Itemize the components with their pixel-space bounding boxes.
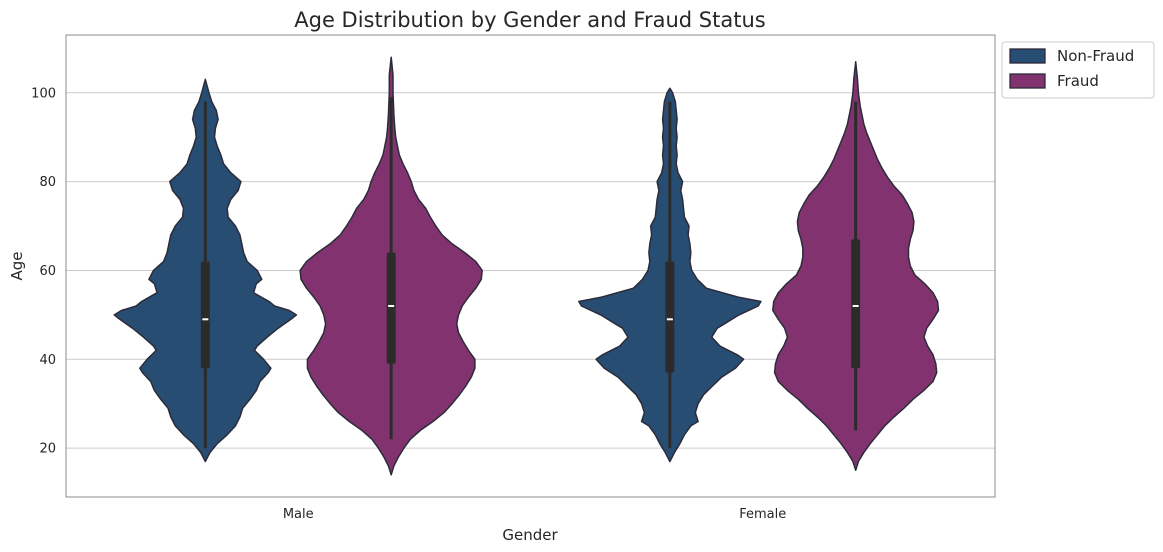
violin-iqr-box (200, 261, 210, 369)
violins (113, 56, 940, 476)
y-axis-label: Age (8, 251, 26, 280)
legend-swatch (1009, 73, 1046, 89)
violin-fraud-female (772, 60, 940, 472)
chart-title: Age Distribution by Gender and Fraud Sta… (294, 8, 765, 32)
y-tick-labels: 20 40 60 80 100 (31, 86, 56, 456)
x-tick-label: Female (739, 507, 786, 522)
violin-iqr-box (851, 239, 861, 369)
x-axis-label: Gender (502, 526, 558, 544)
legend: Non-Fraud Fraud (1001, 41, 1155, 99)
y-tick-label: 20 (39, 442, 56, 457)
legend-swatch (1009, 48, 1046, 64)
y-tick-label: 100 (31, 86, 56, 101)
y-tick-label: 60 (39, 264, 56, 279)
y-tick-label: 40 (39, 353, 56, 368)
violin-non-fraud-female (578, 87, 762, 463)
plot-frame (65, 34, 996, 498)
x-tick-labels: Male Female (283, 507, 786, 522)
violin-iqr-box (665, 261, 675, 373)
violin-non-fraud-male (113, 78, 298, 463)
legend-label: Non-Fraud (1057, 47, 1134, 65)
violin-fraud-male (299, 56, 483, 476)
violin-iqr-box (386, 252, 396, 364)
y-tick-label: 80 (39, 175, 56, 190)
legend-label: Fraud (1057, 72, 1099, 90)
x-tick-label: Male (283, 507, 314, 522)
